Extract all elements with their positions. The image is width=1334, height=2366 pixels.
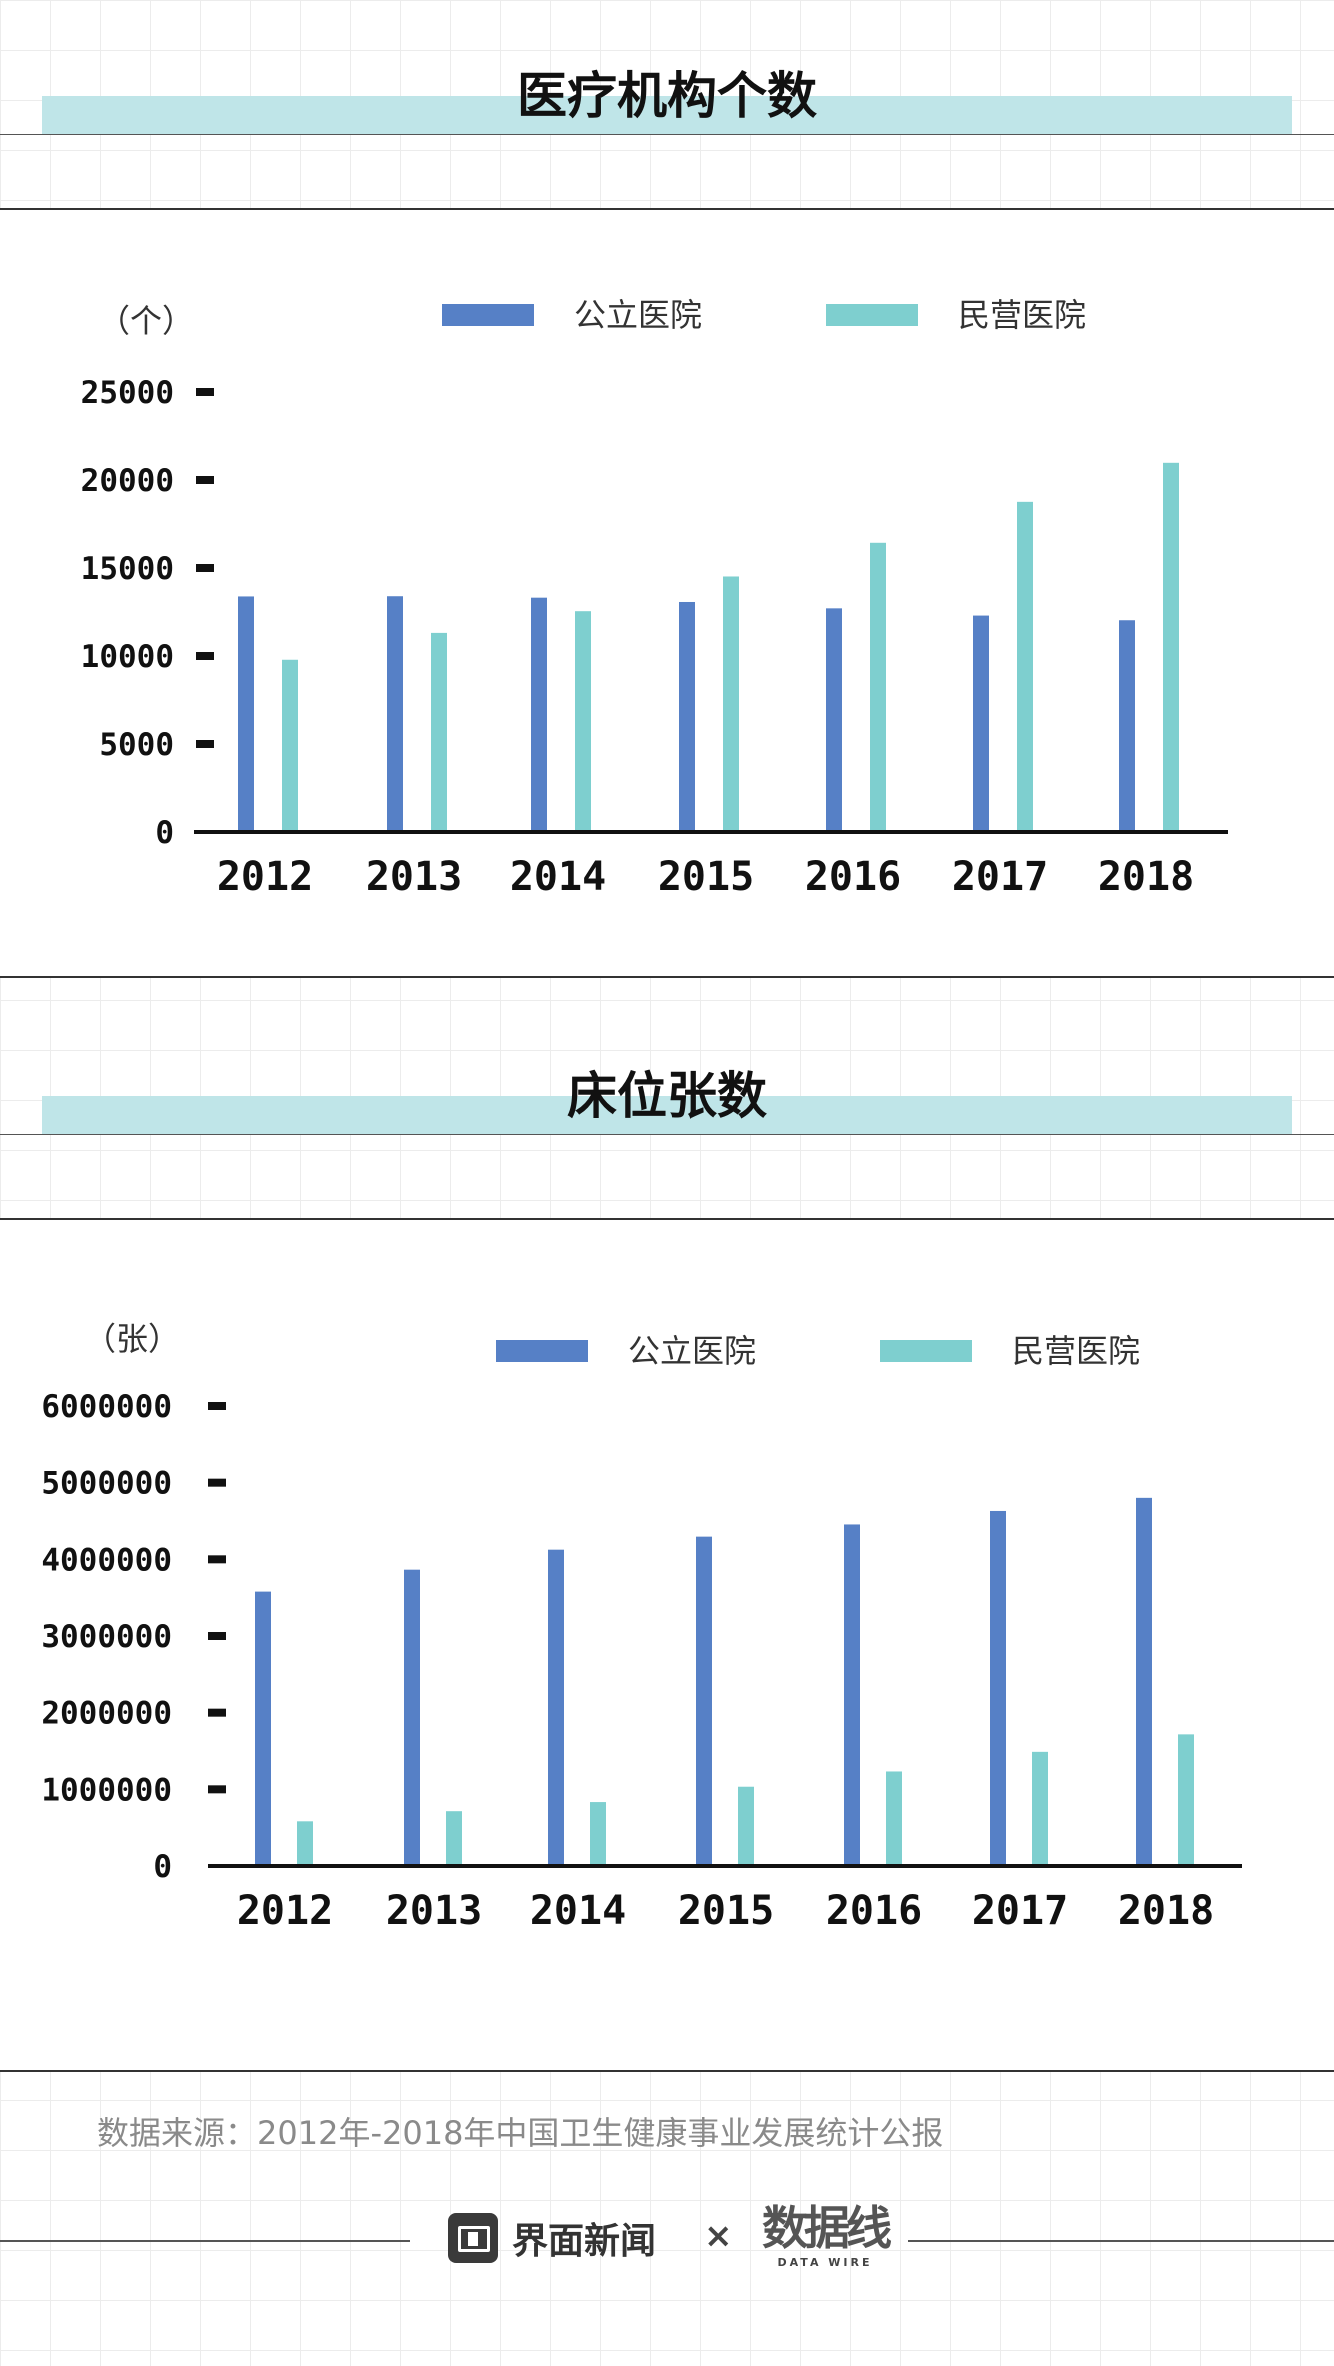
y-unit-label: （个） (98, 302, 194, 340)
x-tick-label: 2015 (658, 854, 754, 900)
y-tick-label: 4000000 (41, 1542, 172, 1578)
y-tick-mark (196, 740, 214, 748)
bar-private-2014 (575, 611, 591, 832)
bar-private-2018 (1163, 462, 1179, 832)
x-tick-label: 2012 (217, 854, 313, 900)
y-tick-label: 6000000 (41, 1389, 172, 1425)
y-tick-label: 1000000 (41, 1772, 172, 1808)
y-tick-label: 10000 (81, 639, 174, 675)
chart-panel-2: （张） 公立医院 民营医院 0 1000000 2000000 3000000 4000… (0, 1218, 1334, 2072)
bar-private-2012 (297, 1821, 313, 1866)
legend-label-private: 民营医院 (1012, 1332, 1140, 1370)
divider (0, 134, 1334, 135)
legend-label-private: 民营医院 (958, 296, 1086, 334)
x-tick-label: 2018 (1098, 854, 1194, 900)
bar-private-2016 (870, 542, 886, 832)
bar-private-2016 (886, 1771, 902, 1866)
chart-beds: （张） 公立医院 民营医院 0 1000000 2000000 3000000 4000… (41, 1320, 1242, 1934)
bar-private-2012 (282, 659, 298, 832)
y-tick-mark (196, 652, 214, 660)
brand-jiemian: 界面新闻 (448, 2212, 656, 2264)
x-tick-label: 2017 (952, 854, 1048, 900)
bar-private-2017 (1032, 1751, 1048, 1866)
data-source: 数据来源：2012年-2018年中国卫生健康事业发展统计公报 (97, 2114, 944, 2152)
datawire-logo-subtext: DATA WIRE (777, 2256, 873, 2269)
bar-private-2013 (431, 632, 447, 832)
y-tick-mark (208, 1708, 226, 1717)
bar-public-2015 (679, 601, 695, 832)
x-axis-line (208, 1864, 1242, 1868)
x-tick-label: 2016 (826, 1888, 922, 1934)
bar-public-2016 (826, 608, 842, 832)
x-tick-label: 2012 (237, 1888, 333, 1934)
chart-institutions: （个） 公立医院 民营医院 0 5000 10000 15000 20000 25000 2… (81, 296, 1228, 900)
legend-label-public: 公立医院 (628, 1332, 756, 1370)
bar-public-2014 (531, 597, 547, 832)
bar-public-2016 (844, 1524, 860, 1866)
y-tick-mark (196, 388, 214, 396)
y-tick-label: 3000000 (41, 1619, 172, 1655)
y-tick-mark (208, 1402, 226, 1410)
x-tick-label: 2013 (366, 854, 462, 900)
bar-private-2013 (446, 1811, 462, 1866)
legend-swatch-public (496, 1340, 588, 1362)
jiemian-logo-icon (448, 2213, 498, 2263)
title-band-2 (42, 1096, 1292, 1134)
y-tick-label: 2000000 (41, 1696, 172, 1732)
y-tick-mark (196, 476, 214, 484)
legend-swatch-private (826, 304, 918, 326)
x-tick-label: 2015 (678, 1888, 774, 1934)
legend-label-public: 公立医院 (574, 296, 702, 334)
y-tick-label: 15000 (81, 551, 174, 587)
bar-public-2017 (990, 1510, 1006, 1866)
bar-private-2015 (723, 576, 739, 832)
bar-public-2018 (1136, 1497, 1152, 1866)
x-tick-label: 2018 (1118, 1888, 1214, 1934)
brand-jiemian-name: 界面新闻 (512, 2221, 657, 2262)
title-band-1 (42, 96, 1292, 134)
bar-public-2013 (404, 1569, 420, 1866)
y-tick-label: 0 (155, 815, 174, 851)
chart-panel-1: （个） 公立医院 民营医院 0 5000 10000 15000 20000 25000 2… (0, 208, 1334, 978)
y-tick-mark (208, 1555, 226, 1564)
y-tick-mark (196, 564, 214, 572)
bar-public-2014 (548, 1549, 564, 1866)
x-tick-label: 2014 (510, 854, 606, 900)
bar-public-2012 (238, 596, 254, 832)
y-tick-mark (208, 1632, 226, 1640)
datawire-logo-text: 数据线 (762, 2201, 892, 2255)
bar-private-2017 (1017, 501, 1033, 832)
y-tick-label: 5000 (99, 727, 174, 763)
bar-public-2018 (1119, 620, 1135, 832)
footer-line-right (908, 2240, 1334, 2242)
y-tick-label: 0 (153, 1849, 172, 1885)
x-tick-label: 2016 (805, 854, 901, 900)
bar-public-2015 (696, 1536, 712, 1866)
y-tick-mark (208, 1785, 226, 1794)
y-unit-label: （张） (84, 1320, 180, 1358)
x-tick-label: 2014 (530, 1888, 626, 1934)
bar-private-2015 (738, 1786, 754, 1866)
chart-title-2: 床位张数 (567, 1067, 767, 1125)
legend-swatch-public (442, 304, 534, 326)
y-tick-mark (208, 1478, 226, 1487)
x-tick-label: 2017 (972, 1888, 1068, 1934)
footer-line-left (0, 2240, 410, 2242)
brand-datawire: 数据线 DATA WIRE (760, 2200, 892, 2278)
bar-private-2018 (1178, 1734, 1194, 1866)
divider (0, 1134, 1334, 1135)
y-tick-label: 5000000 (41, 1466, 172, 1502)
y-tick-label: 25000 (81, 375, 174, 411)
x-tick-label: 2013 (386, 1888, 482, 1934)
collab-symbol: × (704, 2216, 733, 2256)
chart-title-1: 医疗机构个数 (517, 67, 817, 125)
bar-private-2014 (590, 1802, 606, 1866)
bar-public-2013 (387, 596, 403, 832)
bar-public-2012 (255, 1591, 271, 1866)
y-tick-label: 20000 (81, 463, 174, 499)
legend-swatch-private (880, 1340, 972, 1362)
x-axis-line (194, 830, 1228, 834)
bar-public-2017 (973, 615, 989, 832)
